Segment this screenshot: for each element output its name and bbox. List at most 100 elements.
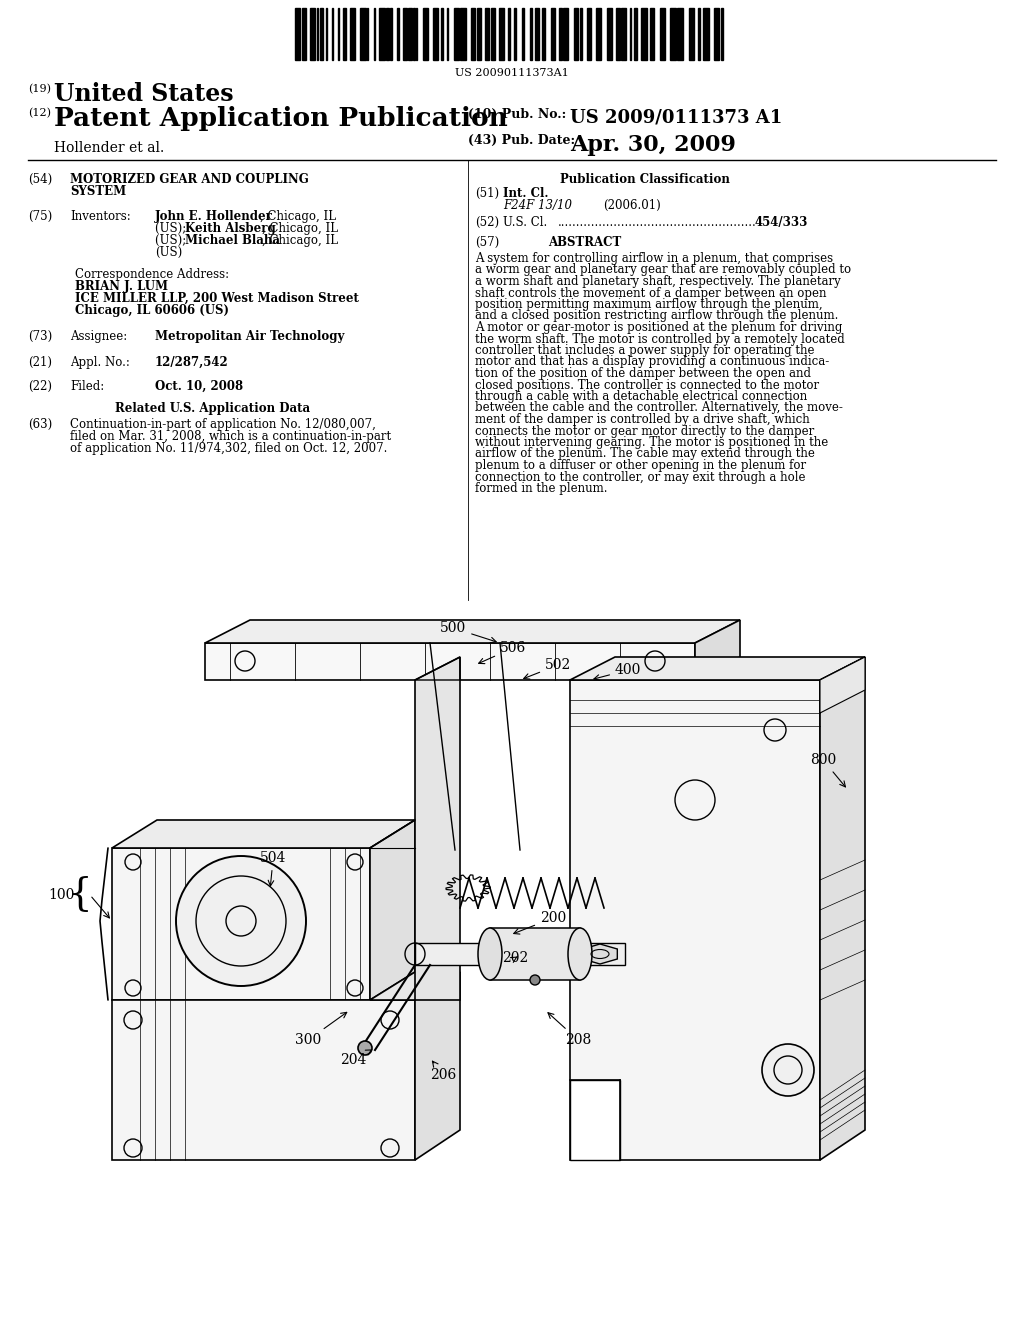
Text: (US);: (US); xyxy=(155,234,190,247)
Text: Filed:: Filed: xyxy=(70,380,104,393)
Text: Hollender et al.: Hollender et al. xyxy=(54,141,164,154)
Text: plenum to a diffuser or other opening in the plenum for: plenum to a diffuser or other opening in… xyxy=(475,459,806,473)
Text: controller that includes a power supply for operating the: controller that includes a power supply … xyxy=(475,345,814,356)
Polygon shape xyxy=(820,657,865,713)
Text: Inventors:: Inventors: xyxy=(70,210,131,223)
Text: BRIAN J. LUM: BRIAN J. LUM xyxy=(75,280,168,293)
Bar xyxy=(471,8,475,59)
Bar xyxy=(563,8,568,59)
Text: and a closed position restricting airflow through the plenum.: and a closed position restricting airflo… xyxy=(475,309,839,322)
Polygon shape xyxy=(415,942,625,965)
Text: (43) Pub. Date:: (43) Pub. Date: xyxy=(468,135,575,147)
Bar xyxy=(698,8,700,59)
Text: formed in the plenum.: formed in the plenum. xyxy=(475,482,607,495)
Text: (57): (57) xyxy=(475,236,500,249)
Text: 208: 208 xyxy=(548,1012,591,1047)
Text: US 20090111373A1: US 20090111373A1 xyxy=(455,69,569,78)
Bar xyxy=(721,8,723,59)
Text: Related U.S. Application Data: Related U.S. Application Data xyxy=(115,403,310,414)
Text: John E. Hollender: John E. Hollender xyxy=(155,210,272,223)
Text: Assignee:: Assignee: xyxy=(70,330,127,343)
Bar xyxy=(310,8,315,59)
Polygon shape xyxy=(415,972,460,1160)
Polygon shape xyxy=(415,657,460,1001)
Text: ABSTRACT: ABSTRACT xyxy=(549,236,622,249)
Bar xyxy=(596,8,601,59)
Circle shape xyxy=(762,1044,814,1096)
Text: airflow of the plenum. The cable may extend through the: airflow of the plenum. The cable may ext… xyxy=(475,447,815,461)
Bar xyxy=(542,8,545,59)
Circle shape xyxy=(358,1041,372,1055)
Text: Publication Classification: Publication Classification xyxy=(560,173,730,186)
Text: , Chicago, IL: , Chicago, IL xyxy=(262,222,338,235)
Bar xyxy=(607,8,612,59)
Text: position permitting maximum airflow through the plenum,: position permitting maximum airflow thro… xyxy=(475,298,822,312)
Text: connects the motor or gear motor directly to the damper: connects the motor or gear motor directl… xyxy=(475,425,814,437)
Polygon shape xyxy=(370,972,460,1001)
Text: 506: 506 xyxy=(478,642,526,664)
Text: MOTORIZED GEAR AND COUPLING: MOTORIZED GEAR AND COUPLING xyxy=(70,173,309,186)
Text: (73): (73) xyxy=(28,330,52,343)
Bar xyxy=(670,8,676,59)
Circle shape xyxy=(530,975,540,985)
Ellipse shape xyxy=(568,928,592,979)
Bar xyxy=(379,8,385,59)
Text: 204: 204 xyxy=(340,1049,372,1067)
Text: Correspondence Address:: Correspondence Address: xyxy=(75,268,229,281)
Text: 202: 202 xyxy=(502,950,528,965)
Polygon shape xyxy=(112,820,415,847)
Bar xyxy=(343,8,346,59)
Text: (22): (22) xyxy=(28,380,52,393)
Polygon shape xyxy=(570,680,820,1160)
Text: 500: 500 xyxy=(440,620,497,643)
Text: Int. Cl.: Int. Cl. xyxy=(503,187,549,201)
Text: closed positions. The controller is connected to the motor: closed positions. The controller is conn… xyxy=(475,379,819,392)
Text: shaft controls the movement of a damper between an open: shaft controls the movement of a damper … xyxy=(475,286,826,300)
Text: between the cable and the controller. Alternatively, the move-: between the cable and the controller. Al… xyxy=(475,401,843,414)
Bar xyxy=(551,8,555,59)
Text: A motor or gear-motor is positioned at the plenum for driving: A motor or gear-motor is positioned at t… xyxy=(475,321,843,334)
Text: a worm shaft and planetary shaft, respectively. The planetary: a worm shaft and planetary shaft, respec… xyxy=(475,275,841,288)
Polygon shape xyxy=(370,820,415,1001)
Bar xyxy=(580,8,582,59)
Polygon shape xyxy=(695,620,740,680)
Bar xyxy=(460,8,466,59)
Bar xyxy=(703,8,709,59)
Polygon shape xyxy=(205,620,740,643)
Bar xyxy=(621,8,626,59)
Text: (US);: (US); xyxy=(155,222,190,235)
Bar xyxy=(408,8,412,59)
Bar xyxy=(499,8,504,59)
Text: without intervening gearing. The motor is positioned in the: without intervening gearing. The motor i… xyxy=(475,436,828,449)
Bar xyxy=(508,8,510,59)
Text: 206: 206 xyxy=(430,1061,457,1082)
Bar xyxy=(397,8,399,59)
Text: Continuation-in-part of application No. 12/080,007,: Continuation-in-part of application No. … xyxy=(70,418,376,432)
Text: 400: 400 xyxy=(594,663,641,680)
Bar xyxy=(530,8,532,59)
Text: (19): (19) xyxy=(28,84,51,94)
Text: .....................................................: ........................................… xyxy=(558,216,757,228)
Text: 200: 200 xyxy=(514,911,566,935)
Text: U.S. Cl.: U.S. Cl. xyxy=(503,216,547,228)
Bar xyxy=(689,8,694,59)
Bar xyxy=(295,8,300,59)
Bar xyxy=(390,8,392,59)
Text: motor and that has a display providing a continuous indica-: motor and that has a display providing a… xyxy=(475,355,829,368)
Text: United States: United States xyxy=(54,82,233,106)
Bar xyxy=(587,8,591,59)
Bar xyxy=(423,8,428,59)
Text: ment of the damper is controlled by a drive shaft, which: ment of the damper is controlled by a dr… xyxy=(475,413,810,426)
Polygon shape xyxy=(570,657,865,680)
Text: the worm shaft. The motor is controlled by a remotely located: the worm shaft. The motor is controlled … xyxy=(475,333,845,346)
Text: 504: 504 xyxy=(260,851,287,886)
Bar xyxy=(634,8,637,59)
Circle shape xyxy=(176,855,306,986)
Bar xyxy=(677,8,683,59)
Bar xyxy=(650,8,654,59)
Text: (75): (75) xyxy=(28,210,52,223)
Bar xyxy=(641,8,647,59)
Text: filed on Mar. 31, 2008, which is a continuation-in-part: filed on Mar. 31, 2008, which is a conti… xyxy=(70,430,391,444)
Ellipse shape xyxy=(478,928,502,979)
Text: of application No. 11/974,302, filed on Oct. 12, 2007.: of application No. 11/974,302, filed on … xyxy=(70,442,387,455)
